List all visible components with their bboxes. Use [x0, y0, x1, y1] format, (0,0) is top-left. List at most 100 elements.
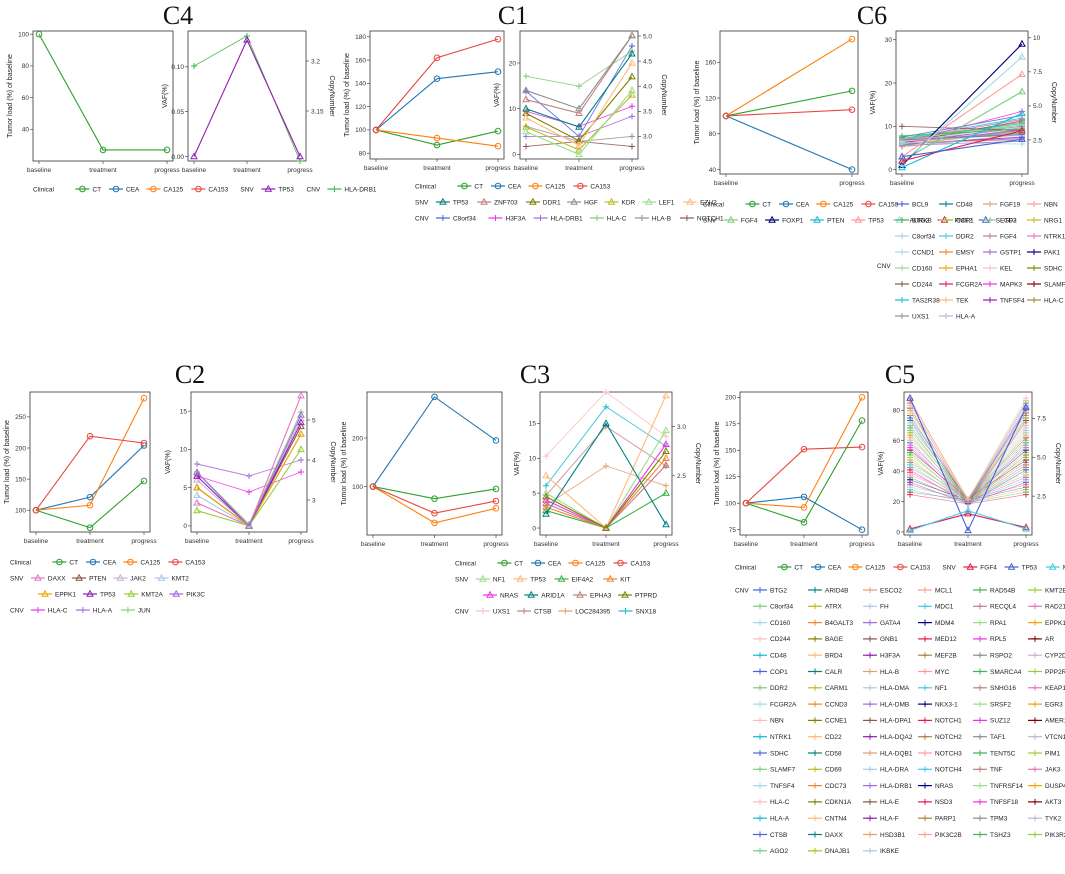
clinical-point	[32, 506, 40, 514]
legend-key-marker	[480, 197, 488, 205]
snv-point	[542, 506, 550, 514]
y-right-tick-label: 4.0	[643, 84, 652, 91]
clinical-point	[86, 432, 94, 440]
legend-item-label: HLA-DMA	[880, 685, 910, 692]
legend-key-marker	[977, 717, 983, 724]
cnv-point	[899, 132, 905, 139]
legend-key-marker	[1031, 217, 1037, 223]
y-tick-label: 40	[893, 468, 901, 475]
snv-point	[542, 502, 550, 510]
legend-key-marker	[812, 766, 818, 773]
y-tick-label: 5	[183, 485, 187, 492]
legend-key-marker	[977, 701, 983, 708]
clinical-series-line	[745, 446, 863, 504]
legend-item-label: GNB1	[880, 636, 898, 643]
legend-item-label: CARM1	[825, 685, 848, 692]
x-tick-label: treatment	[76, 538, 104, 545]
genomic-chart: 0 10 20 baseline treatment progress VAF(%) 3.0 3…	[494, 30, 667, 172]
legend-item-label: FGF4	[1000, 233, 1017, 240]
legend-item-label: CT	[514, 560, 523, 567]
legend-item-label: CD22	[825, 734, 842, 741]
legend-item-label: CEA	[548, 560, 562, 567]
clinical-point	[431, 495, 438, 502]
y-axis-label: Tumor load (%) of baseline	[714, 422, 721, 506]
snv-point	[628, 31, 636, 39]
legend-item-label: HLA-DRB1	[344, 186, 377, 193]
legend-item-label: TP53	[278, 186, 294, 193]
clinical-series-line	[375, 129, 499, 147]
x-tick-label: progress	[619, 165, 645, 172]
cnv-series-line	[901, 125, 1023, 141]
legend-key-marker	[922, 831, 928, 838]
legend-item-label: MCL1	[935, 587, 953, 594]
legend-item-label: CA153	[208, 186, 228, 193]
legend-key-marker	[757, 668, 763, 675]
clinical-point	[433, 134, 441, 142]
legend-item-label: CA125	[545, 183, 565, 190]
legend-key-marker	[1032, 684, 1038, 691]
snv-point	[522, 113, 530, 121]
legend-item-label: CD48	[770, 653, 787, 660]
y-axis-label: VAF(%)	[514, 452, 521, 476]
clinical-point	[35, 30, 43, 38]
plot-frame	[739, 391, 869, 536]
legend-item-label: NKX3-1	[935, 701, 958, 708]
legend-key-marker	[899, 249, 905, 255]
legend-item-label: TP53	[1022, 564, 1038, 571]
legend-item-label: NBN	[770, 718, 784, 725]
legend-key-marker	[331, 186, 338, 192]
y-tick-label: 100	[355, 127, 366, 134]
y-tick-label: 60	[22, 95, 30, 102]
legend-item-label: TEK	[956, 297, 969, 304]
legend-key-marker	[727, 215, 735, 223]
snv-point	[193, 475, 201, 483]
clinical-series-line	[35, 397, 145, 511]
legend-key-marker	[686, 197, 694, 205]
legend-item-label: FGF3	[1000, 217, 1017, 224]
y-tick-label: 40	[709, 167, 717, 174]
legend-key-marker	[977, 668, 983, 675]
legend-key-marker	[977, 782, 983, 789]
legend-key-marker	[943, 233, 949, 239]
panel-title: C4	[163, 1, 193, 30]
legend-item-label: CT	[474, 183, 483, 190]
legend-item-label: C8orf34	[912, 233, 936, 240]
cnv-series-line	[909, 398, 1027, 500]
y-tick-label: 15	[180, 408, 188, 415]
legend-key-marker	[757, 782, 763, 789]
clinical-point	[140, 394, 148, 402]
snv-point	[898, 152, 906, 160]
legend: Clinical CT CEA CA125 CA153 SNV FGF4 FOXP1 PTEN T…	[703, 200, 1065, 320]
legend-key-marker	[899, 313, 905, 319]
legend-item-label: RPA1	[990, 620, 1007, 627]
cnv-point	[194, 461, 200, 467]
plot-frame	[187, 30, 307, 162]
legend-item-label: SLAMF7	[1044, 281, 1065, 288]
cnv-point	[543, 482, 549, 489]
snv-point	[297, 410, 305, 418]
snv-point	[542, 509, 550, 517]
cnv-point	[629, 43, 635, 50]
legend-key-marker	[494, 182, 502, 190]
legend-key-marker	[1032, 587, 1038, 593]
snv-point	[662, 447, 670, 454]
legend-key-marker	[757, 587, 763, 593]
y-axis-label: Tumor load (%) of baseline	[341, 422, 348, 506]
legend-key-marker	[899, 297, 905, 303]
legend-item-label: PMS2	[955, 217, 973, 224]
snv-point	[575, 109, 583, 116]
snv-point	[1022, 523, 1030, 531]
legend-item-label: ARID4B	[825, 587, 848, 594]
legend-item-label: DDR2	[770, 685, 788, 692]
legend-key-marker	[865, 200, 872, 208]
clinical-chart: 40 80 120 160 baseline progress Tumor load (%)…	[694, 30, 865, 187]
legend-key-marker	[977, 815, 983, 822]
legend-item-label: CA125	[140, 559, 160, 566]
legend-key-marker	[757, 750, 763, 756]
legend-item-label: TP53	[453, 199, 469, 206]
snv-point	[662, 461, 670, 468]
legend-item-label: CEA	[508, 183, 522, 190]
cnv-point	[907, 444, 913, 451]
x-tick-label: treatment	[592, 541, 620, 548]
legend-item-label: DDR1	[543, 199, 561, 206]
